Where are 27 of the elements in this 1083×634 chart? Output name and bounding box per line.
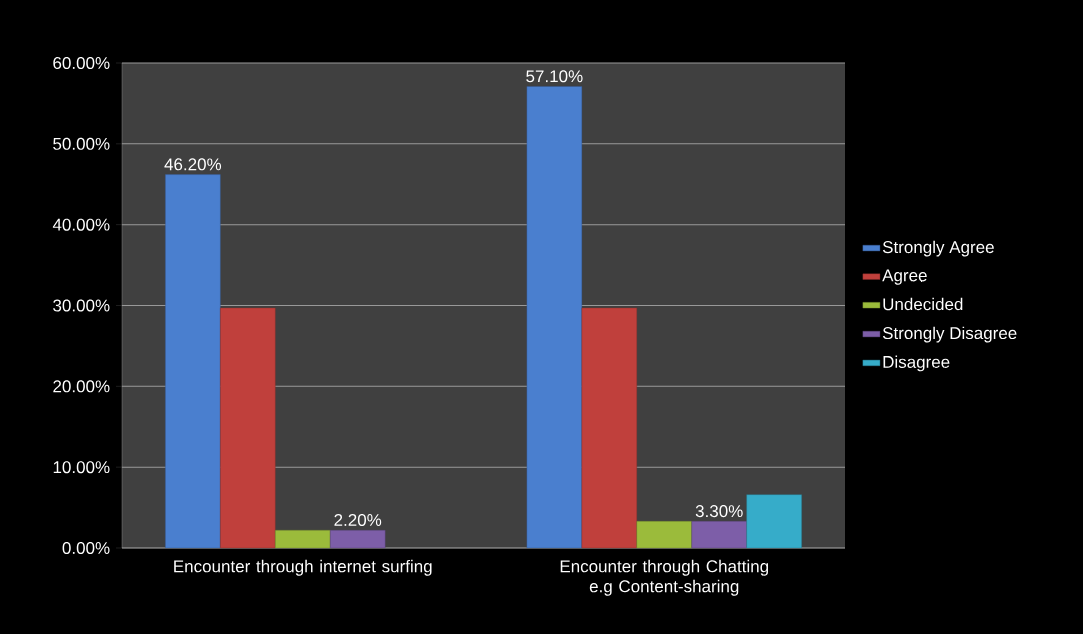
y-tick-label: 60.00% <box>53 56 110 70</box>
bar <box>330 530 386 549</box>
data-label: 2.20% <box>334 513 382 527</box>
legend-label: Undecided <box>883 297 963 311</box>
legend-label: Agree <box>882 269 927 285</box>
x-tick-label: Encounter through internet surfing <box>174 559 432 576</box>
y-tick-label: 30.00% <box>53 299 110 312</box>
bar <box>581 307 637 549</box>
y-tick-label: 50.00% <box>53 137 110 150</box>
y-tick-label: 20.00% <box>53 380 110 393</box>
y-tick-label: 10.00% <box>53 461 110 474</box>
bar <box>636 521 692 549</box>
y-tick-label: 0.00% <box>62 541 110 555</box>
data-label: 46.20% <box>164 158 222 171</box>
legend-label: Disagree <box>883 355 950 372</box>
bar <box>275 530 331 549</box>
data-label: 3.30% <box>695 505 743 518</box>
bar <box>691 521 747 549</box>
bar <box>165 174 221 549</box>
x-tick-label: Encounter through Chatting e.g Content-sharing <box>560 559 769 596</box>
bar <box>526 86 583 549</box>
y-tick-label: 40.00% <box>52 218 110 231</box>
bar <box>220 307 276 549</box>
legend-label: Strongly Disagree <box>882 326 1017 343</box>
data-label: 57.10% <box>526 70 583 83</box>
bar <box>746 494 802 549</box>
legend-label: Strongly Agree <box>882 240 994 257</box>
